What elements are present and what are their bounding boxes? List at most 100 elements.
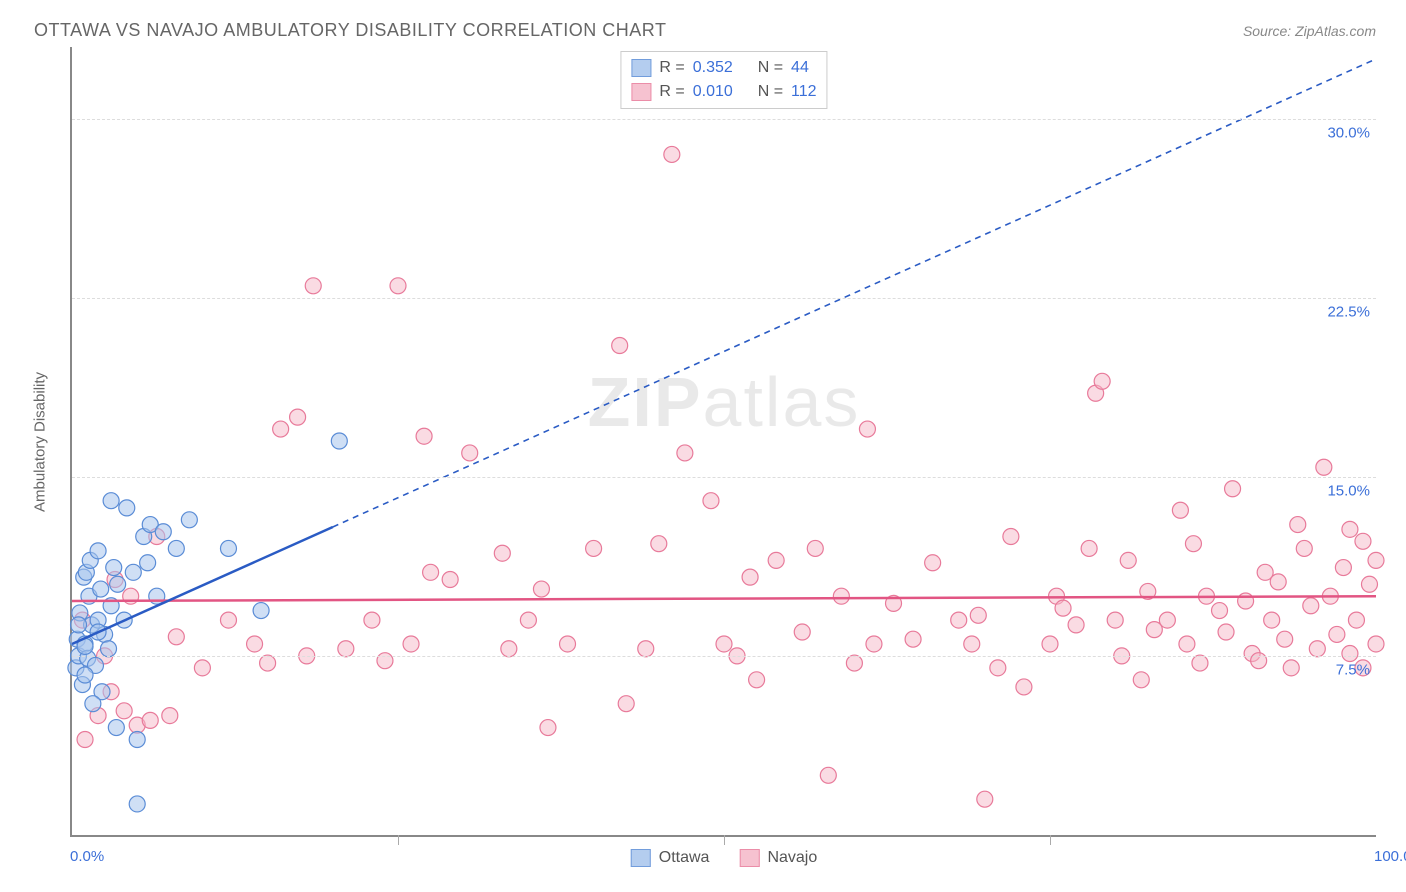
scatter-point [77, 731, 93, 747]
scatter-point [1172, 502, 1188, 518]
y-axis-label: Ambulatory Disability [32, 372, 49, 512]
scatter-point [1355, 533, 1371, 549]
scatter-point [106, 560, 122, 576]
scatter-point [71, 617, 87, 633]
scatter-point [1042, 636, 1058, 652]
scatter-point [1264, 612, 1280, 628]
scatter-point [1290, 517, 1306, 533]
scatter-point [1329, 626, 1345, 642]
scatter-point [1270, 574, 1286, 590]
scatter-point [1225, 481, 1241, 497]
scatter-point [1361, 576, 1377, 592]
scatter-point [664, 146, 680, 162]
y-grid-label: 15.0% [1327, 482, 1370, 499]
scatter-point [331, 433, 347, 449]
scatter-point [618, 696, 634, 712]
scatter-point [794, 624, 810, 640]
y-grid-label: 30.0% [1327, 124, 1370, 141]
scatter-point [533, 581, 549, 597]
scatter-point [964, 636, 980, 652]
scatter-point [181, 512, 197, 528]
scatter-point [194, 660, 210, 676]
scatter-point [1342, 646, 1358, 662]
source-attribution: Source: ZipAtlas.com [1243, 23, 1376, 39]
trend-line-ottawa-dashed [333, 59, 1376, 527]
scatter-point [416, 428, 432, 444]
scatter-point [247, 636, 263, 652]
scatter-point [977, 791, 993, 807]
scatter-point [716, 636, 732, 652]
scatter-point [1309, 641, 1325, 657]
scatter-point [338, 641, 354, 657]
scatter-point [220, 540, 236, 556]
scatter-point [129, 731, 145, 747]
correlation-legend: R = 0.352 N = 44 R = 0.010 N = 112 [620, 51, 827, 109]
scatter-point [116, 703, 132, 719]
scatter-point [273, 421, 289, 437]
scatter-point [1068, 617, 1084, 633]
scatter-point [951, 612, 967, 628]
scatter-point [586, 540, 602, 556]
scatter-point [1238, 593, 1254, 609]
scatter-point [1283, 660, 1299, 676]
scatter-point [1368, 552, 1384, 568]
scatter-point [1296, 540, 1312, 556]
scatter-point [140, 555, 156, 571]
scatter-point [520, 612, 536, 628]
scatter-point [1107, 612, 1123, 628]
scatter-point [1003, 529, 1019, 545]
scatter-point [290, 409, 306, 425]
scatter-point [364, 612, 380, 628]
scatter-point [101, 641, 117, 657]
chart-container: OTTAWA VS NAVAJO AMBULATORY DISABILITY C… [0, 0, 1406, 892]
scatter-point [93, 581, 109, 597]
scatter-point [142, 712, 158, 728]
legend-row-ottawa: R = 0.352 N = 44 [631, 56, 816, 80]
scatter-point [90, 543, 106, 559]
scatter-point [1316, 459, 1332, 475]
scatter-point [1016, 679, 1032, 695]
scatter-point [260, 655, 276, 671]
scatter-point [990, 660, 1006, 676]
legend-item-navajo: Navajo [739, 849, 817, 867]
legend-row-navajo: R = 0.010 N = 112 [631, 80, 816, 104]
scatter-point [1348, 612, 1364, 628]
scatter-point [651, 536, 667, 552]
scatter-point [677, 445, 693, 461]
scatter-point [305, 278, 321, 294]
scatter-point [1342, 521, 1358, 537]
scatter-point [768, 552, 784, 568]
scatter-point [859, 421, 875, 437]
header: OTTAWA VS NAVAJO AMBULATORY DISABILITY C… [30, 20, 1376, 47]
scatter-point [846, 655, 862, 671]
scatter-point [807, 540, 823, 556]
plot-svg [72, 47, 1376, 835]
swatch-ottawa-icon [631, 849, 651, 867]
scatter-point [866, 636, 882, 652]
scatter-point [1185, 536, 1201, 552]
scatter-point [220, 612, 236, 628]
scatter-point [390, 278, 406, 294]
series-legend: Ottawa Navajo [631, 849, 818, 867]
scatter-point [442, 571, 458, 587]
plot-area: ZIPatlas R = 0.352 N = 44 R = 0.010 [70, 47, 1376, 837]
swatch-navajo-icon [739, 849, 759, 867]
scatter-point [1368, 636, 1384, 652]
scatter-point [1192, 655, 1208, 671]
scatter-point [129, 796, 145, 812]
scatter-point [1055, 600, 1071, 616]
scatter-point [749, 672, 765, 688]
scatter-point [1094, 373, 1110, 389]
scatter-point [423, 564, 439, 580]
scatter-point [1303, 598, 1319, 614]
x-axis-max-label: 100.0% [1374, 848, 1376, 865]
scatter-point [108, 720, 124, 736]
scatter-point [540, 720, 556, 736]
scatter-point [77, 667, 93, 683]
y-axis-label-column: Ambulatory Disability [30, 47, 70, 837]
scatter-point [612, 337, 628, 353]
scatter-point [1159, 612, 1175, 628]
chart-title: OTTAWA VS NAVAJO AMBULATORY DISABILITY C… [34, 20, 666, 41]
scatter-point [1179, 636, 1195, 652]
scatter-point [119, 500, 135, 516]
